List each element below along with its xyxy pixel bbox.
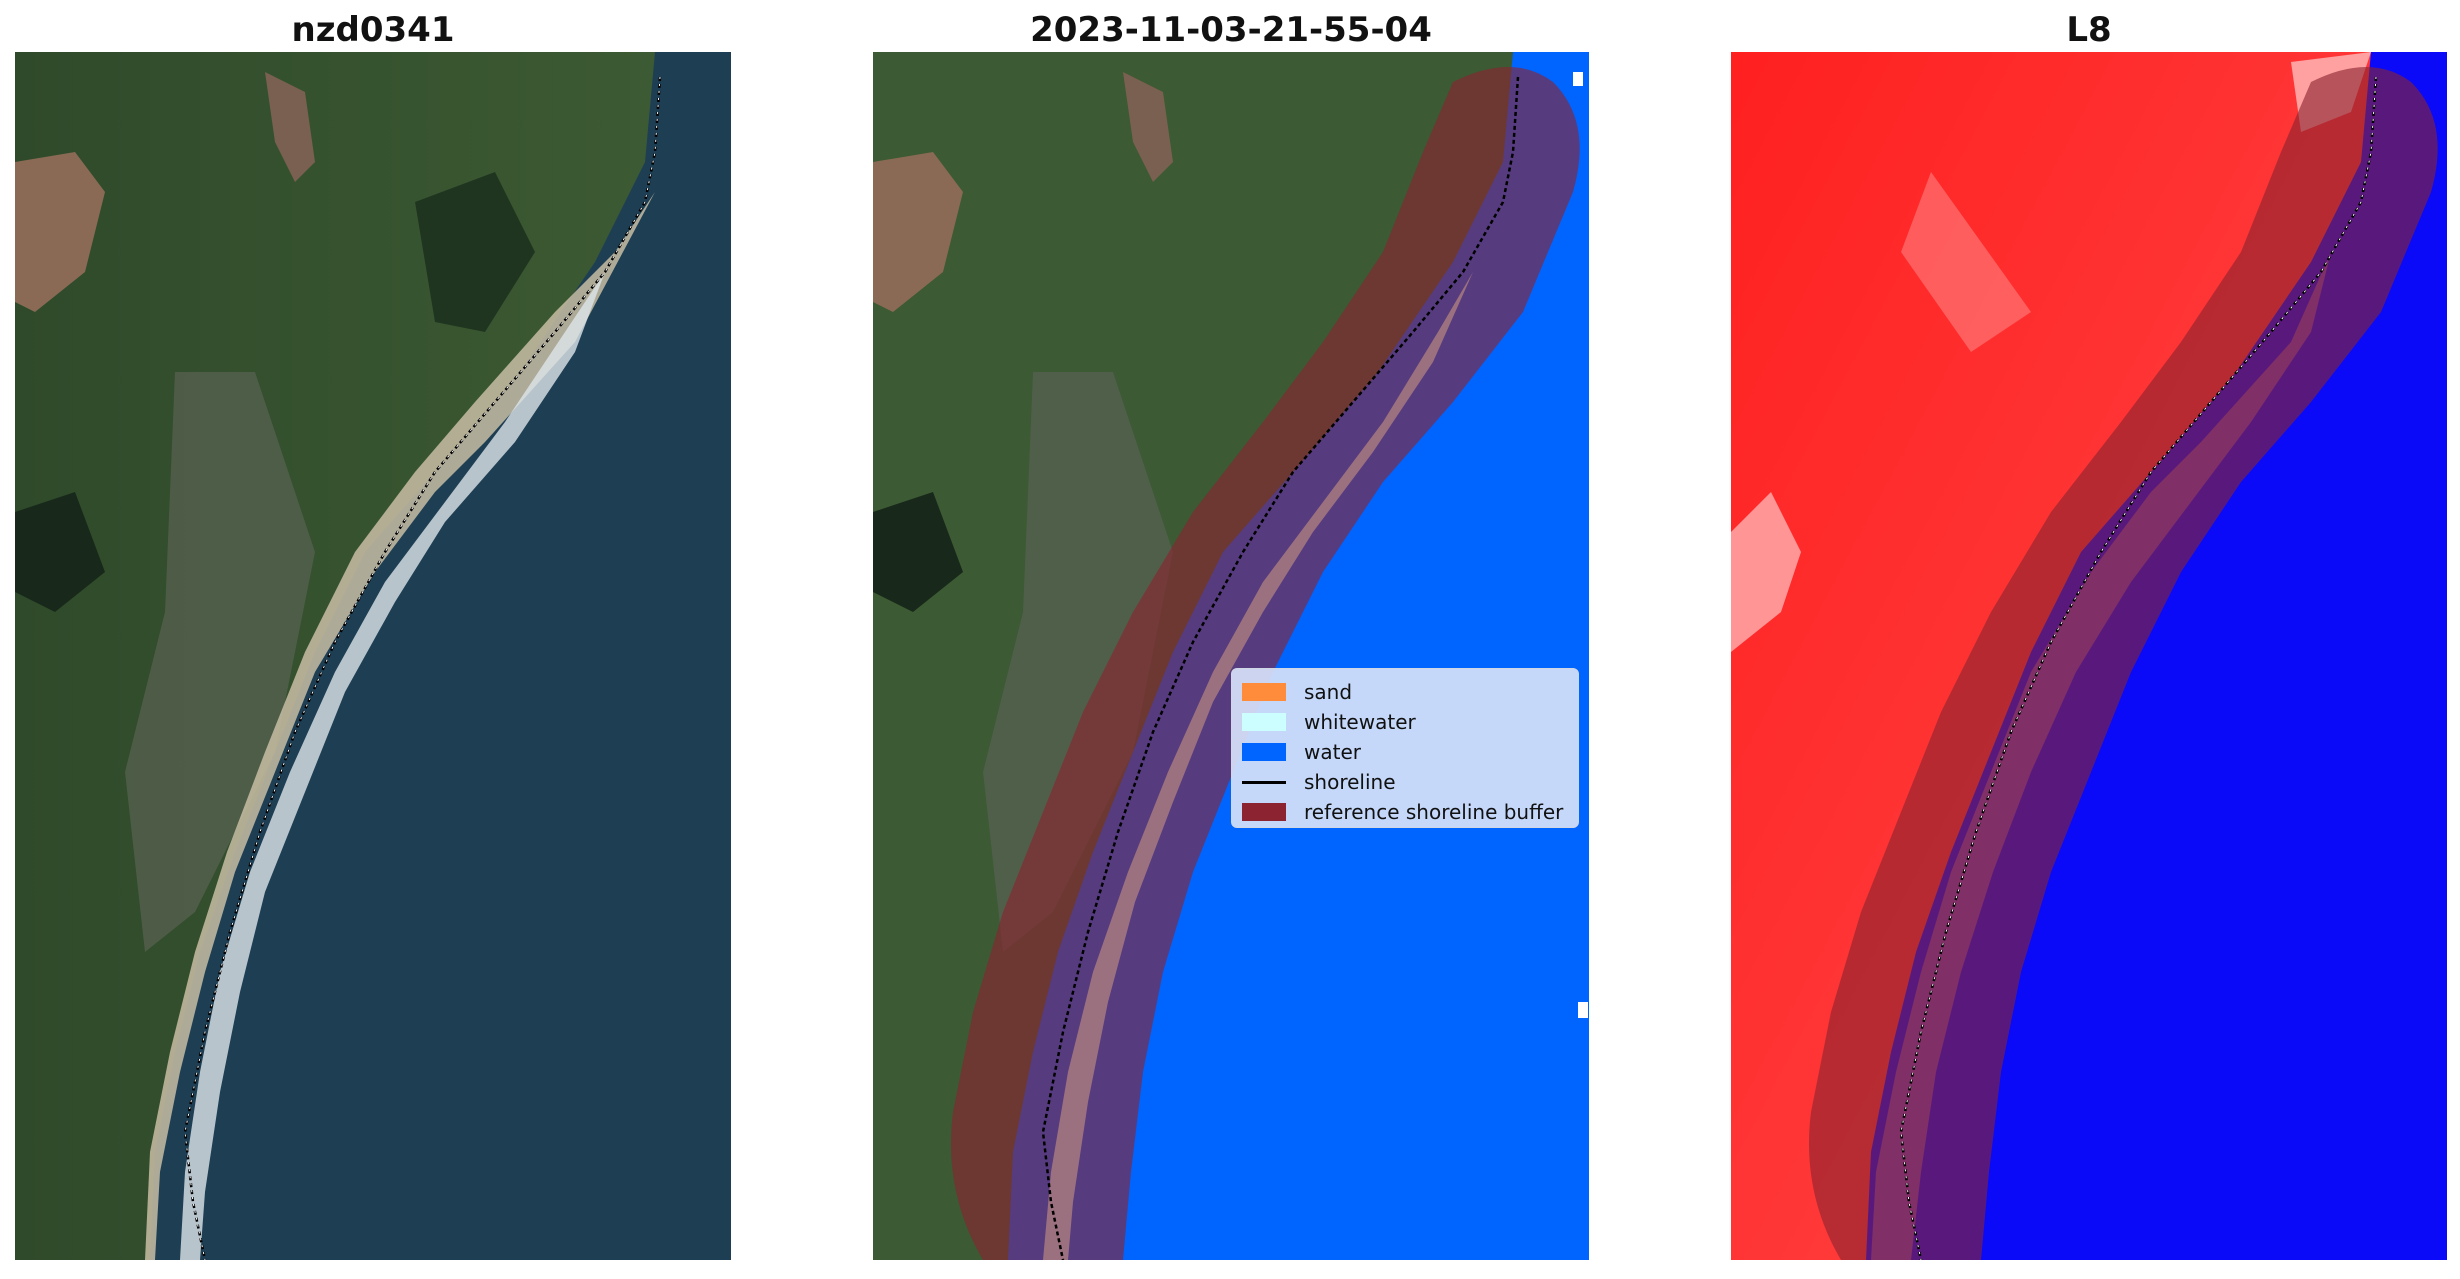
- shoreline-swatch: [1242, 780, 1286, 784]
- whitewater-speck: [1573, 72, 1583, 86]
- brown-field: [15, 152, 105, 312]
- legend-label: reference shoreline buffer: [1304, 800, 1564, 824]
- land-area: [15, 52, 655, 1260]
- whitewater-speck: [1578, 1002, 1588, 1018]
- town-area: [983, 372, 1173, 952]
- panel-title-rgb: nzd0341: [291, 10, 455, 50]
- buffer-swatch: [1242, 803, 1286, 821]
- water-swatch: [1242, 743, 1286, 761]
- whitewater-swatch: [1242, 713, 1286, 731]
- forest-patch: [15, 492, 105, 612]
- index-heatmap-image: [1731, 52, 2447, 1260]
- legend-item-whitewater: whitewater: [1242, 707, 1568, 737]
- classified-image: [873, 52, 1589, 1260]
- legend-item-buffer: reference shoreline buffer: [1242, 797, 1568, 827]
- legend-label: water: [1304, 740, 1361, 764]
- brown-field: [873, 152, 963, 312]
- forest-patch: [415, 172, 535, 332]
- legend-item-water: water: [1242, 737, 1568, 767]
- shoreline-line: [1041, 76, 1520, 1260]
- town-area: [125, 372, 315, 952]
- brown-field: [265, 72, 315, 182]
- legend-label: whitewater: [1304, 710, 1416, 734]
- forest-patch: [873, 492, 963, 612]
- legend-label: sand: [1304, 680, 1353, 704]
- panel-title-classified: 2023-11-03-21-55-04: [1030, 10, 1432, 50]
- sand-swatch: [1242, 683, 1286, 701]
- brown-field: [1123, 72, 1173, 182]
- light-patch: [1731, 492, 1801, 652]
- light-patch: [1901, 172, 2031, 352]
- reference-shoreline-buffer: [951, 67, 1580, 1260]
- reference-shoreline-buffer: [1809, 67, 2438, 1260]
- legend-label: shoreline: [1304, 770, 1396, 794]
- shoreline-line: [183, 76, 662, 1260]
- rgb-satellite-image: [15, 52, 731, 1260]
- legend: sand whitewater water shoreline referenc…: [1231, 668, 1579, 828]
- shoreline-line: [1899, 76, 2378, 1260]
- legend-item-shoreline: shoreline: [1242, 767, 1568, 797]
- panel-title-index: L8: [2066, 10, 2112, 50]
- legend-item-sand: sand: [1242, 677, 1568, 707]
